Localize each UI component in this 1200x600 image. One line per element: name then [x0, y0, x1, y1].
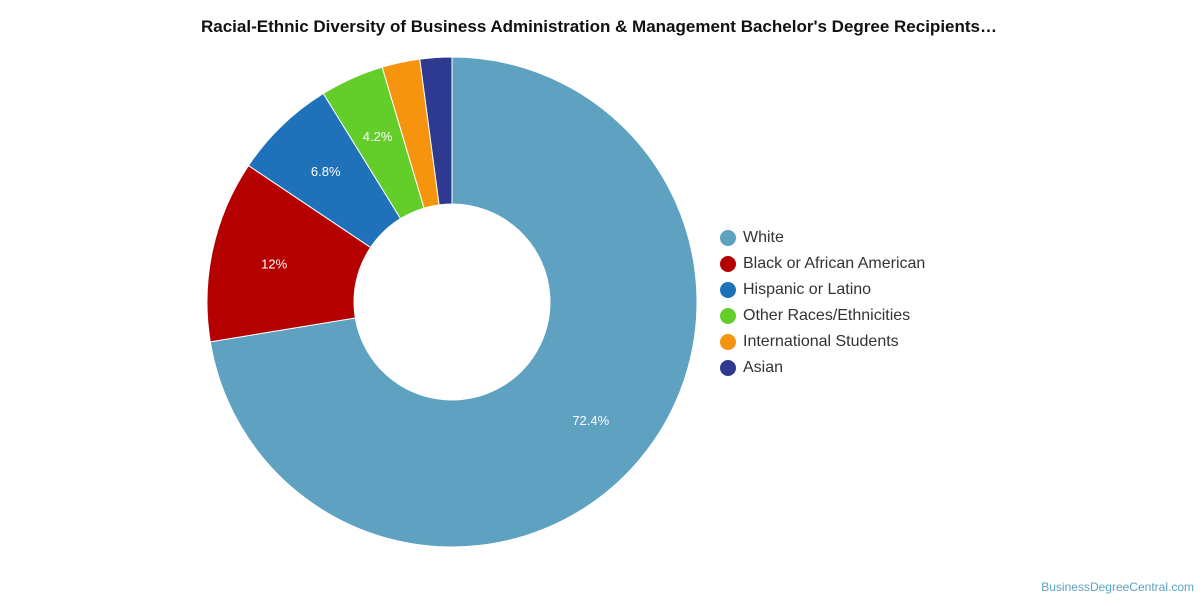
legend: White Black or African American Hispanic o… [720, 228, 925, 378]
slice-black-or-african-american[interactable] [206, 164, 372, 343]
source-credit[interactable]: BusinessDegreeCentral.com [1041, 580, 1194, 594]
legend-item-international-students[interactable]: International Students [720, 332, 925, 352]
legend-swatch-icon [720, 230, 736, 246]
chart-title: Racial-Ethnic Diversity of Business Admi… [200, 17, 997, 36]
legend-item-other-races-ethnicities[interactable]: Other Races/Ethnicities [720, 306, 925, 326]
legend-label: White [743, 229, 784, 246]
legend-swatch-icon [720, 308, 736, 324]
data-label-hispanic-or-latino: 6.8% [311, 164, 341, 179]
legend-label: International Students [743, 333, 899, 350]
legend-swatch-icon [720, 334, 736, 350]
legend-item-white[interactable]: White [720, 228, 925, 248]
slices-group [206, 56, 698, 548]
data-label-other-races-ethnicities: 4.2% [363, 129, 393, 144]
legend-label: Other Races/Ethnicities [743, 307, 911, 324]
slice-asian[interactable] [419, 56, 453, 206]
legend-swatch-icon [720, 360, 736, 376]
legend-item-black-or-african-american[interactable]: Black or African American [720, 254, 925, 274]
slice-white[interactable] [209, 56, 698, 548]
legend-label: Black or African American [743, 255, 926, 272]
legend-label: Hispanic or Latino [743, 281, 872, 298]
slice-labels-group: 72.4% 12% 6.8% 4.2% [261, 129, 610, 428]
legend-item-hispanic-or-latino[interactable]: Hispanic or Latino [720, 280, 925, 300]
legend-swatch-icon [720, 256, 736, 272]
legend-item-asian[interactable]: Asian [720, 358, 925, 378]
data-label-black-or-african-american: 12% [261, 256, 287, 271]
legend-swatch-icon [720, 282, 736, 298]
data-label-white: 72.4% [572, 413, 609, 428]
legend-label: Asian [743, 359, 784, 376]
